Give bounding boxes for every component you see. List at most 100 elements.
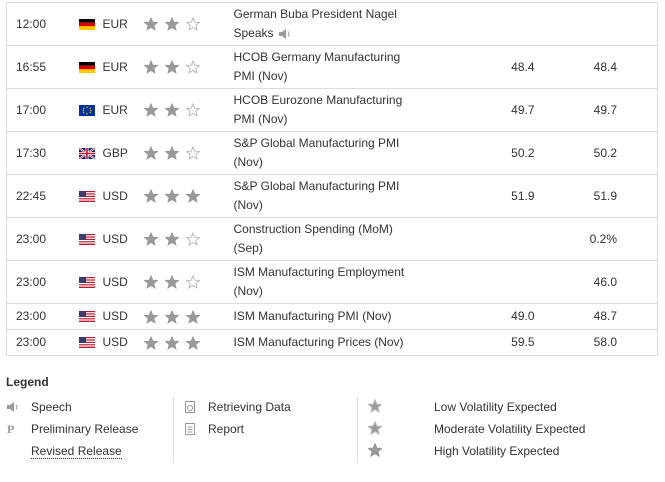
flag	[78, 147, 95, 159]
retrieving-icon	[185, 401, 195, 413]
star-empty	[184, 275, 201, 290]
star	[163, 309, 180, 324]
flag	[78, 61, 95, 73]
star	[184, 146, 201, 161]
star-empty	[184, 17, 201, 32]
actual: 48.4	[420, 45, 541, 89]
legend-title: Legend	[6, 375, 49, 389]
calendar-row: 23:00 USD ISM Manufacturing Employment (No…	[6, 260, 658, 304]
star	[142, 60, 159, 75]
flag-cell	[78, 45, 103, 89]
star-empty	[184, 146, 201, 161]
event-cell: S&P Global Manufacturing PMI (Nov)	[233, 131, 421, 175]
volatility-cell	[142, 260, 234, 304]
flag-cell	[78, 174, 103, 218]
event-cell: ISM Manufacturing Prices (Nov)	[233, 329, 421, 356]
legend-label: Low Volatility Expected	[434, 400, 557, 414]
volatility-stars	[142, 232, 207, 247]
calendar-row: 22:45 USD S&P Global Manufacturing PMI (No…	[6, 174, 658, 218]
star-filled	[184, 335, 201, 350]
star	[142, 275, 159, 290]
forecast: 51.9	[540, 174, 658, 218]
star	[142, 103, 159, 118]
star	[142, 309, 159, 324]
star	[142, 17, 159, 32]
star-filled	[163, 335, 180, 350]
currency: USD	[102, 260, 144, 304]
volatility-stars	[142, 146, 207, 161]
calendar-row: 17:30 GBP S&P Global Manufacturing PMI (No…	[6, 131, 658, 175]
calendar-row: 17:00 EUR HCOB Eurozone Manufacturing PMI …	[6, 88, 658, 132]
volatility-cell	[142, 2, 234, 46]
calendar-body: 12:00 EUR German Buba President Nagel Spea…	[6, 2, 658, 356]
star-filled	[142, 60, 159, 75]
star	[368, 399, 382, 413]
legend-preliminary: P Preliminary Release	[7, 422, 139, 436]
volatility-cell	[142, 329, 234, 356]
star	[184, 275, 201, 290]
currency: EUR	[102, 2, 144, 46]
calendar-row: 12:00 EUR German Buba President Nagel Spea…	[6, 2, 658, 46]
legend-label: Retrieving Data	[208, 400, 291, 414]
volatility-cell	[142, 88, 234, 132]
forecast: 58.0	[540, 329, 658, 356]
flag-cell	[78, 88, 103, 132]
flag	[78, 190, 95, 202]
event-cell: S&P Global Manufacturing PMI (Nov)	[233, 174, 421, 218]
volatility-cell	[142, 131, 234, 175]
star	[184, 232, 201, 247]
star-filled	[163, 189, 180, 204]
star	[142, 146, 159, 161]
star-filled	[368, 443, 382, 457]
event-cell: HCOB Eurozone Manufacturing PMI (Nov)	[233, 88, 421, 132]
star	[368, 421, 382, 435]
volatility-stars	[142, 189, 207, 204]
event-cell: ISM Manufacturing Employment (Nov)	[233, 260, 421, 304]
actual: 50.2	[420, 131, 541, 175]
star-filled	[142, 335, 159, 350]
star-filled	[142, 17, 159, 32]
star	[184, 60, 201, 75]
legend-label: High Volatility Expected	[434, 444, 560, 458]
flag-cell	[78, 260, 103, 304]
star-filled	[184, 189, 201, 204]
legend-label: Preliminary Release	[31, 422, 139, 436]
actual	[420, 2, 541, 46]
currency: USD	[102, 217, 144, 261]
star-filled	[163, 60, 180, 75]
event-cell: Construction Spending (MoM) (Sep)	[233, 217, 421, 261]
star-filled	[163, 275, 180, 290]
star-empty	[368, 421, 382, 435]
star	[163, 146, 180, 161]
calendar-row: 23:00 USD ISM Manufacturing Prices (Nov) 59…	[6, 329, 658, 356]
time: 12:00	[6, 2, 79, 46]
volatility-stars	[142, 309, 207, 324]
event: S&P Global Manufacturing PMI (Nov)	[233, 136, 400, 169]
flag-cell	[78, 131, 103, 175]
star-empty	[184, 103, 201, 118]
time: 17:30	[6, 131, 79, 175]
p-icon: P	[7, 422, 15, 436]
flag	[78, 18, 95, 30]
legend-label: Moderate Volatility Expected	[434, 422, 586, 436]
volatility-stars	[142, 17, 207, 32]
legend-report: Report	[185, 422, 244, 436]
currency: EUR	[102, 88, 144, 132]
time: 17:00	[6, 88, 79, 132]
legend-label: Revised Release	[31, 444, 122, 459]
volatility-cell	[142, 174, 234, 218]
legend: Legend Speech P Preliminary Release Revi…	[6, 375, 656, 465]
event: ISM Manufacturing PMI (Nov)	[233, 309, 392, 323]
star-empty	[184, 232, 201, 247]
report-icon	[185, 423, 195, 435]
legend-speech: Speech	[7, 400, 72, 414]
divider	[357, 397, 358, 463]
star-empty	[184, 60, 201, 75]
actual: 51.9	[420, 174, 541, 218]
volatility-cell	[142, 45, 234, 89]
volatility-stars	[142, 60, 207, 75]
forecast: 0.2%	[540, 217, 658, 261]
flag	[78, 276, 95, 288]
star-filled	[142, 103, 159, 118]
